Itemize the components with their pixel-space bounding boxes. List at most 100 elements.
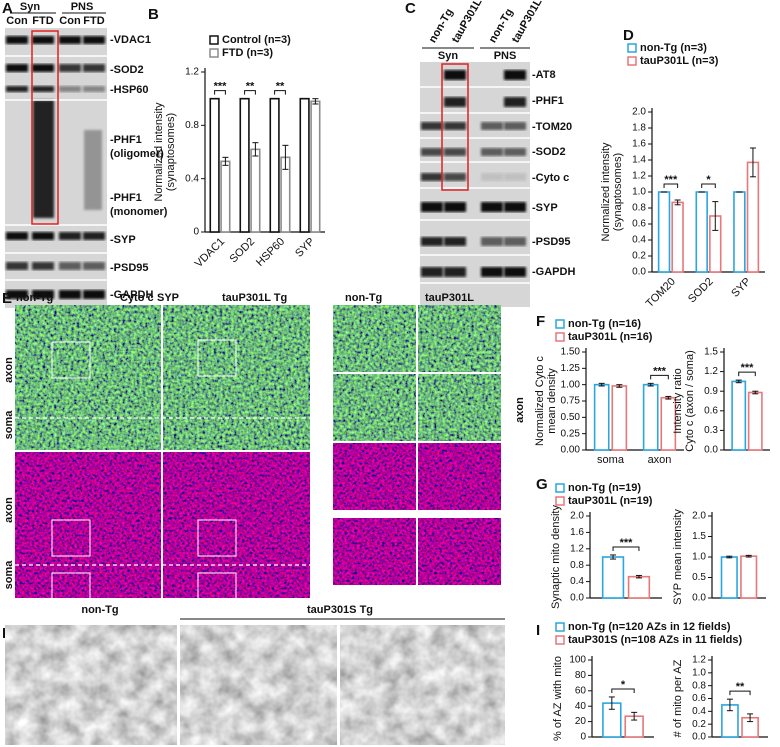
blot-band bbox=[59, 290, 81, 299]
y-tick-label: 1.2 bbox=[632, 171, 646, 182]
legend-swatch bbox=[555, 635, 565, 645]
band-label: -SYP bbox=[110, 234, 136, 246]
highlight-box bbox=[441, 63, 469, 191]
image-header: tauP301L bbox=[425, 292, 474, 304]
y-tick-label: 80 bbox=[575, 670, 587, 681]
significance-label: *** bbox=[741, 362, 755, 374]
zoom-box bbox=[197, 572, 237, 610]
y-tick-label: 0.75 bbox=[561, 396, 581, 407]
y-tick-label: 0.0 bbox=[692, 732, 706, 743]
lane-label: tauP301L bbox=[450, 0, 485, 45]
band-label: -GAPDH bbox=[110, 289, 153, 301]
band-label: (oligomer) bbox=[110, 148, 164, 160]
significance-bracket bbox=[738, 371, 756, 377]
blot-band bbox=[504, 148, 526, 156]
image-header: SYP bbox=[157, 292, 179, 304]
panel-letter: A bbox=[2, 0, 13, 17]
group-label: PNS bbox=[494, 50, 517, 62]
panel-letter: D bbox=[623, 27, 634, 44]
y-tick-label: 1.6 bbox=[570, 527, 584, 538]
lane-label: Con bbox=[59, 15, 81, 27]
image-header: Cyto c bbox=[120, 292, 154, 304]
significance-label: *** bbox=[214, 81, 228, 93]
image-header: non-Tg bbox=[16, 292, 53, 304]
legend-swatch bbox=[555, 496, 565, 506]
blot-band bbox=[59, 36, 81, 44]
significance-label: * bbox=[621, 679, 626, 691]
bar bbox=[239, 97, 250, 233]
blot-band bbox=[504, 202, 526, 212]
y-tick-label: 0.8 bbox=[570, 560, 584, 571]
zoom-box bbox=[197, 519, 237, 557]
band-label: -SYP bbox=[532, 202, 558, 214]
bar bbox=[747, 391, 763, 451]
legend-label: Control (n=3) bbox=[222, 34, 291, 46]
row-label: axon bbox=[514, 397, 526, 423]
legend-label: tauP301L (n=3) bbox=[640, 55, 719, 67]
y-tick-label: 0.0 bbox=[570, 593, 584, 604]
significance-label: ** bbox=[736, 681, 745, 693]
blot-band bbox=[504, 122, 526, 130]
y-tick-label: 0.4 bbox=[185, 173, 199, 184]
blot-band bbox=[481, 267, 503, 277]
y-tick-label: 20 bbox=[575, 716, 587, 727]
blot-band bbox=[32, 86, 54, 92]
panel-letter: B bbox=[148, 6, 159, 23]
blot-band bbox=[421, 267, 443, 277]
legend-label: tauP301S (n=108 AZs in 11 fields) bbox=[568, 634, 742, 646]
blot-band bbox=[481, 202, 503, 212]
blot-band bbox=[444, 267, 466, 277]
group-label: Syn bbox=[438, 50, 458, 62]
legend-label: non-Tg (n=120 AZs in 12 fields) bbox=[568, 621, 731, 633]
blot-band bbox=[444, 173, 466, 181]
y-axis-label: (synaptosomes) bbox=[612, 153, 624, 231]
blot-band bbox=[444, 148, 466, 156]
y-tick-label: 0.8 bbox=[632, 203, 646, 214]
blot-band bbox=[421, 202, 443, 212]
significance-bracket bbox=[650, 374, 669, 380]
significance-label: *** bbox=[664, 174, 678, 186]
em-image bbox=[180, 625, 337, 745]
bar bbox=[733, 191, 746, 273]
y-tick-label: 0.0 bbox=[632, 267, 646, 278]
legend-swatch bbox=[209, 48, 219, 58]
significance-bracket bbox=[729, 690, 751, 696]
row-label: axon bbox=[3, 357, 15, 383]
blot-band bbox=[83, 64, 105, 72]
image-header: non-Tg bbox=[81, 604, 118, 616]
y-axis-label: mean density bbox=[546, 368, 558, 434]
bar bbox=[611, 385, 628, 451]
bar bbox=[671, 201, 684, 273]
blot-band bbox=[59, 64, 81, 72]
y-tick-label: 0.3 bbox=[704, 425, 718, 436]
lane-label: tauP301L bbox=[510, 0, 545, 45]
legend-swatch bbox=[555, 483, 565, 493]
image-header: tauP301L Tg bbox=[222, 292, 287, 304]
blot-band bbox=[83, 290, 105, 299]
blot-band bbox=[32, 36, 54, 44]
y-tick-label: 1.0 bbox=[692, 667, 706, 678]
row-label: axon bbox=[3, 497, 15, 523]
legend-swatch bbox=[555, 319, 565, 329]
x-tick-label: SOD2 bbox=[227, 236, 257, 266]
y-axis-label: (synaptosomes) bbox=[165, 113, 177, 191]
x-tick-label: axon bbox=[648, 454, 672, 466]
y-tick-label: 0.2 bbox=[632, 251, 646, 262]
row-label: soma bbox=[3, 410, 15, 440]
y-tick-label: 0.25 bbox=[561, 428, 581, 439]
band-label: -PHF1 bbox=[532, 95, 564, 107]
y-tick-label: 0.0 bbox=[704, 445, 718, 456]
legend-swatch bbox=[555, 622, 565, 632]
y-tick-label: 1.25 bbox=[561, 363, 581, 374]
blot-band bbox=[83, 262, 105, 270]
bar bbox=[657, 191, 671, 273]
significance-bracket bbox=[663, 183, 679, 188]
blot-band bbox=[32, 290, 54, 299]
y-tick-label: 0.6 bbox=[632, 219, 646, 230]
blot-band bbox=[481, 148, 503, 156]
y-tick-label: 0.0 bbox=[692, 593, 706, 604]
blot-band bbox=[59, 232, 81, 240]
legend-label: non-Tg (n=16) bbox=[568, 318, 641, 330]
significance-bracket bbox=[612, 546, 640, 551]
